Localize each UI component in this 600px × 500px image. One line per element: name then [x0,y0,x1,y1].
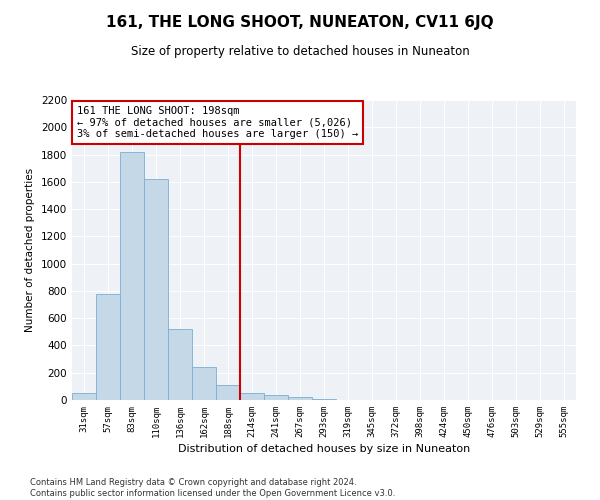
Bar [168,329,192,400]
X-axis label: Distribution of detached houses by size in Nuneaton: Distribution of detached houses by size … [178,444,470,454]
Bar [72,393,96,400]
Bar [216,385,240,400]
Y-axis label: Number of detached properties: Number of detached properties [25,168,35,332]
Bar [288,398,312,400]
Bar [264,395,288,400]
Text: 161 THE LONG SHOOT: 198sqm
← 97% of detached houses are smaller (5,026)
3% of se: 161 THE LONG SHOOT: 198sqm ← 97% of deta… [77,106,358,139]
Bar [96,294,120,400]
Bar [144,179,168,400]
Bar [192,368,216,400]
Text: 161, THE LONG SHOOT, NUNEATON, CV11 6JQ: 161, THE LONG SHOOT, NUNEATON, CV11 6JQ [106,15,494,30]
Text: Contains HM Land Registry data © Crown copyright and database right 2024.
Contai: Contains HM Land Registry data © Crown c… [30,478,395,498]
Bar [120,152,144,400]
Bar [240,392,264,400]
Text: Size of property relative to detached houses in Nuneaton: Size of property relative to detached ho… [131,45,469,58]
